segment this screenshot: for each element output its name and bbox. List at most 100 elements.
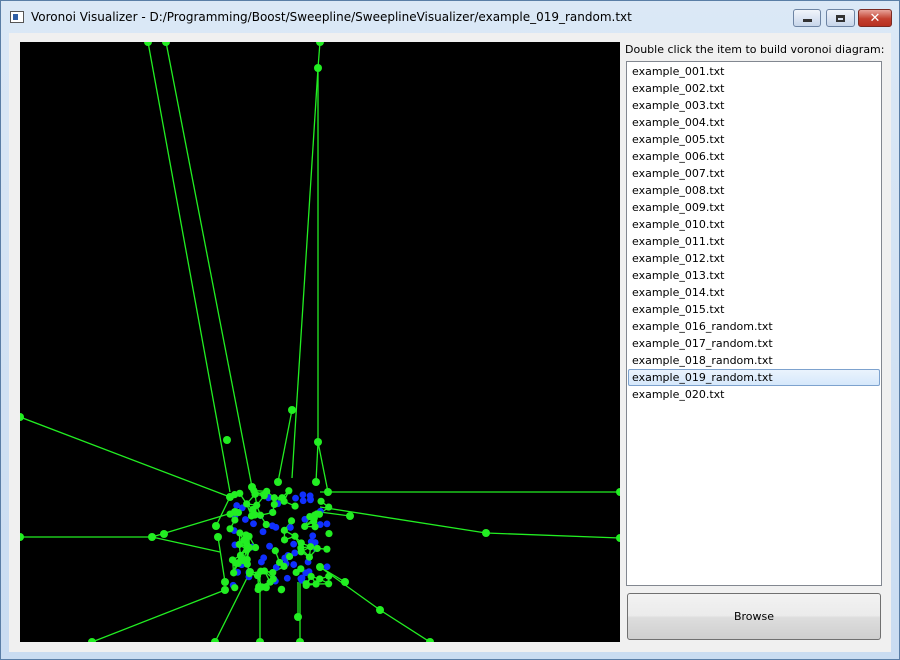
file-list-item[interactable]: example_012.txt <box>632 252 725 265</box>
voronoi-edge <box>319 506 487 534</box>
voronoi-vertex <box>325 529 333 538</box>
maximize-button[interactable] <box>826 9 855 27</box>
voronoi-vertex <box>260 492 268 500</box>
minimize-button[interactable] <box>793 9 821 27</box>
file-list-item[interactable]: example_016_random.txt <box>632 320 773 333</box>
voronoi-vertex <box>223 436 231 444</box>
file-list-item[interactable]: example_007.txt <box>632 167 725 180</box>
voronoi-vertex <box>221 578 229 586</box>
voronoi-vertex <box>274 478 282 486</box>
voronoi-vertex <box>162 42 170 46</box>
list-instruction-label: Double click the item to build voronoi d… <box>625 43 885 56</box>
file-list-item[interactable]: example_006.txt <box>632 150 725 163</box>
voronoi-edge <box>379 609 431 642</box>
input-site <box>299 497 307 505</box>
voronoi-vertex <box>236 529 244 537</box>
input-site <box>323 563 331 571</box>
input-site <box>283 574 291 582</box>
voronoi-vertex <box>266 578 274 586</box>
file-list-item[interactable]: example_015.txt <box>632 303 725 316</box>
browse-button[interactable]: Browse <box>627 593 881 640</box>
voronoi-vertex <box>88 638 96 642</box>
voronoi-vertex <box>341 578 349 586</box>
voronoi-vertex <box>297 544 305 552</box>
voronoi-vertex <box>305 553 314 561</box>
file-list-item[interactable]: example_009.txt <box>632 201 725 214</box>
voronoi-vertex <box>144 42 152 46</box>
voronoi-vertex <box>294 613 302 621</box>
voronoi-vertex <box>280 526 288 534</box>
maximize-icon <box>836 14 845 22</box>
file-list-item[interactable]: example_005.txt <box>632 133 725 146</box>
file-list-item[interactable]: example_018_random.txt <box>632 354 773 367</box>
title-bar[interactable]: Voronoi Visualizer - D:/Programming/Boos… <box>1 1 899 35</box>
voronoi-edge <box>20 416 231 498</box>
file-list-item[interactable]: example_011.txt <box>632 235 725 248</box>
voronoi-vertex <box>245 543 253 552</box>
close-button[interactable]: ✕ <box>858 9 892 27</box>
file-list-item[interactable]: example_008.txt <box>632 184 725 197</box>
voronoi-edge <box>317 441 329 493</box>
voronoi-vertex <box>325 580 333 588</box>
voronoi-vertex <box>314 438 322 446</box>
voronoi-vertex <box>346 512 354 520</box>
file-list-item[interactable]: example_017_random.txt <box>632 337 773 350</box>
input-site <box>272 564 280 571</box>
voronoi-vertex <box>230 569 238 577</box>
voronoi-vertex <box>310 514 318 522</box>
file-list-item[interactable]: example_001.txt <box>632 65 725 78</box>
voronoi-vertex <box>277 586 285 594</box>
voronoi-vertex <box>221 586 229 594</box>
voronoi-vertex <box>256 638 264 642</box>
file-list-item[interactable]: example_003.txt <box>632 99 725 112</box>
voronoi-vertex <box>148 533 156 541</box>
voronoi-vertex <box>313 544 321 553</box>
voronoi-vertex <box>317 497 325 505</box>
voronoi-edge <box>319 511 351 517</box>
voronoi-vertex <box>270 500 278 509</box>
file-list-item[interactable]: example_014.txt <box>632 286 725 299</box>
input-site <box>311 539 319 546</box>
voronoi-vertex <box>291 532 299 540</box>
voronoi-vertex <box>251 490 259 498</box>
voronoi-vertex <box>212 522 220 530</box>
input-site <box>290 540 298 548</box>
voronoi-vertex <box>253 501 261 509</box>
voronoi-vertex <box>231 516 239 524</box>
file-list-item[interactable]: example_004.txt <box>632 116 725 129</box>
voronoi-vertex <box>20 533 24 541</box>
voronoi-vertex <box>316 42 324 46</box>
voronoi-vertex <box>314 64 322 72</box>
voronoi-vertex <box>482 529 490 537</box>
voronoi-vertex <box>269 508 277 517</box>
voronoi-vertex <box>235 540 243 549</box>
input-site <box>290 561 298 568</box>
file-list-item[interactable]: example_002.txt <box>632 82 725 95</box>
voronoi-vertex <box>307 572 315 581</box>
file-list-item[interactable]: example_019_random.txt <box>628 369 880 386</box>
voronoi-vertex <box>226 493 234 501</box>
file-list-item[interactable]: example_010.txt <box>632 218 725 231</box>
voronoi-vertex <box>426 638 434 642</box>
file-list-item[interactable]: example_013.txt <box>632 269 725 282</box>
voronoi-vertex <box>231 584 239 592</box>
voronoi-edge <box>319 566 346 583</box>
voronoi-edge <box>215 496 231 527</box>
voronoi-edge <box>147 42 231 493</box>
voronoi-edge <box>277 409 293 483</box>
input-site <box>233 502 241 509</box>
file-list[interactable]: example_001.txt example_002.txt example_00… <box>626 61 882 586</box>
input-site <box>309 532 317 540</box>
minimize-icon <box>802 19 812 22</box>
voronoi-vertex <box>316 563 324 571</box>
input-site <box>259 528 267 536</box>
voronoi-vertex <box>231 508 239 516</box>
voronoi-vertex <box>214 533 222 541</box>
input-site <box>306 492 314 500</box>
voronoi-vertex <box>271 547 279 555</box>
input-site <box>250 520 257 528</box>
file-list-item[interactable]: example_020.txt <box>632 388 725 401</box>
voronoi-vertex <box>211 638 219 642</box>
voronoi-canvas[interactable] <box>20 42 620 642</box>
input-site <box>268 522 276 530</box>
